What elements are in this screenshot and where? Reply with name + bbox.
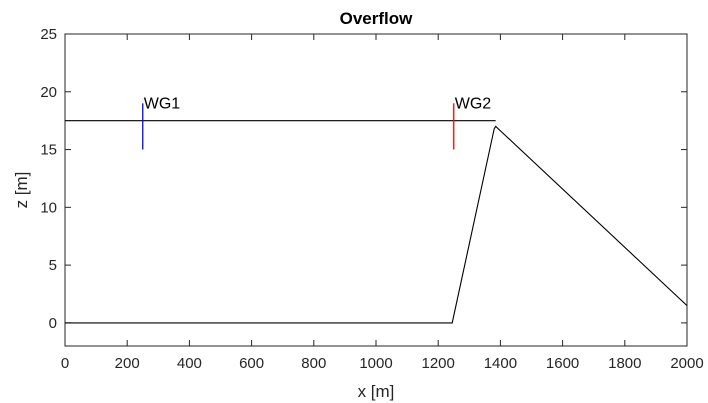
x-tick-label: 0 (61, 355, 69, 372)
x-tick-label: 800 (301, 355, 326, 372)
y-axis-title: z [m] (12, 172, 31, 209)
bathymetry-line (65, 125, 688, 324)
x-axis-ticks: 0 200 400 600 800 1000 1200 1400 1600 1800 2000 (61, 34, 704, 372)
gauge-layer: WG1 WG2 (142, 95, 492, 150)
y-tick-label: 15 (40, 142, 57, 159)
y-axis-ticks: 0 5 10 15 20 25 (40, 26, 687, 332)
wave-gauge-label: WG2 (455, 95, 492, 112)
x-tick-label: 400 (177, 355, 202, 372)
plot-area (64, 33, 688, 347)
wave-gauge-label: WG1 (144, 95, 181, 112)
y-tick-label: 25 (40, 26, 57, 43)
x-tick-label: 1400 (484, 355, 517, 372)
x-axis-title: x [m] (358, 382, 395, 401)
y-tick-label: 10 (40, 199, 57, 216)
x-tick-label: 1200 (422, 355, 455, 372)
x-tick-label: 200 (115, 355, 140, 372)
x-tick-label: 1800 (608, 355, 641, 372)
y-tick-label: 0 (49, 315, 57, 332)
x-tick-label: 2000 (670, 355, 703, 372)
chart-title: Overflow (340, 9, 414, 28)
x-tick-label: 1000 (359, 355, 392, 372)
y-tick-label: 20 (40, 84, 57, 101)
x-tick-label: 1600 (546, 355, 579, 372)
x-tick-label: 600 (239, 355, 264, 372)
y-tick-label: 5 (49, 257, 57, 274)
series-layer (65, 120, 688, 324)
